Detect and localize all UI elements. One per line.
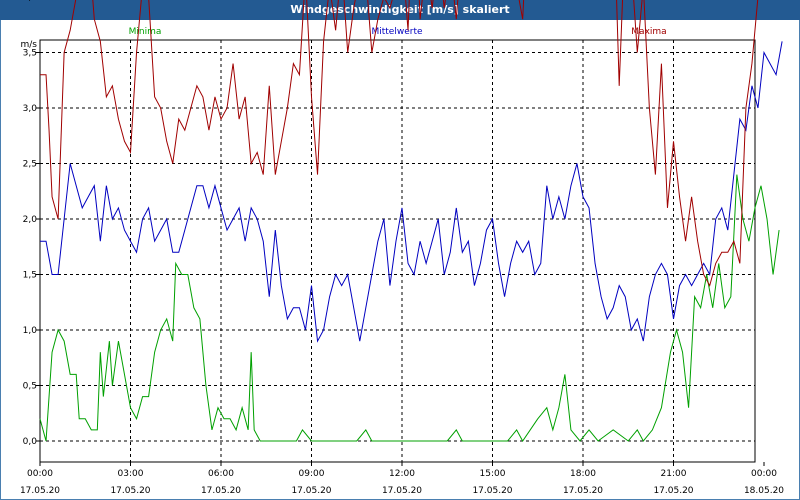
y-axis-label: m/s <box>21 40 38 50</box>
x-tick-time-label: 15:00 <box>480 469 506 479</box>
series-line-minima <box>39 174 780 442</box>
series-lines <box>39 0 783 442</box>
y-tick-label: 1,0 <box>23 326 38 336</box>
y-tick-label: 2,5 <box>23 160 37 170</box>
legend-entry-mittelwerte: Mittelwerte <box>371 27 422 37</box>
y-tick-label: 4,0 <box>23 0 38 3</box>
series-line-mittelwerte <box>40 41 783 343</box>
y-tick-label: 2,0 <box>23 215 38 225</box>
x-axis-ticks: 00:00 17.05.20 03:00 17.05.20 06:00 17.05.20 0… <box>20 462 784 496</box>
x-tick-date-label: 17.05.20 <box>382 486 422 496</box>
x-tick-time-label: 18:00 <box>570 469 596 479</box>
x-tick-time-label: 09:00 <box>299 469 325 479</box>
x-tick-date-label: 17.05.20 <box>291 486 331 496</box>
y-tick-label: 0,5 <box>23 382 37 392</box>
series-line-maxima <box>40 0 759 287</box>
x-tick-time-label: 12:00 <box>389 469 415 479</box>
legend: Minima Mittelwerte Maxima <box>129 27 667 37</box>
x-tick-time-label: 21:00 <box>661 469 687 479</box>
x-tick-date-label: 17.05.20 <box>20 486 60 496</box>
x-tick-time-label: 00:00 <box>27 469 53 479</box>
plot-area <box>39 39 756 463</box>
x-tick-date-label: 17.05.20 <box>653 486 693 496</box>
legend-entry-maxima: Maxima <box>631 27 666 37</box>
legend-entry-minima: Minima <box>129 27 162 37</box>
x-tick-time-label: 03:00 <box>118 469 144 479</box>
x-tick-date-label: 17.05.20 <box>563 486 603 496</box>
y-axis-ticks: 0,00,51,01,52,02,53,03,54,04,55,05,56,06… <box>23 0 40 447</box>
y-tick-label: 3,5 <box>23 49 37 59</box>
x-tick-date-label: 17.05.20 <box>110 486 150 496</box>
grid-lines <box>40 40 755 462</box>
x-tick-time-label: 00:00 <box>751 469 777 479</box>
x-tick-time-label: 06:00 <box>208 469 234 479</box>
x-tick-date-label: 17.05.20 <box>472 486 512 496</box>
y-tick-label: 1,5 <box>23 271 37 281</box>
x-tick-date-label: 18.05.20 <box>744 486 784 496</box>
y-tick-label: 0,0 <box>23 437 38 447</box>
x-tick-date-label: 17.05.20 <box>201 486 241 496</box>
y-tick-label: 3,0 <box>23 104 38 114</box>
